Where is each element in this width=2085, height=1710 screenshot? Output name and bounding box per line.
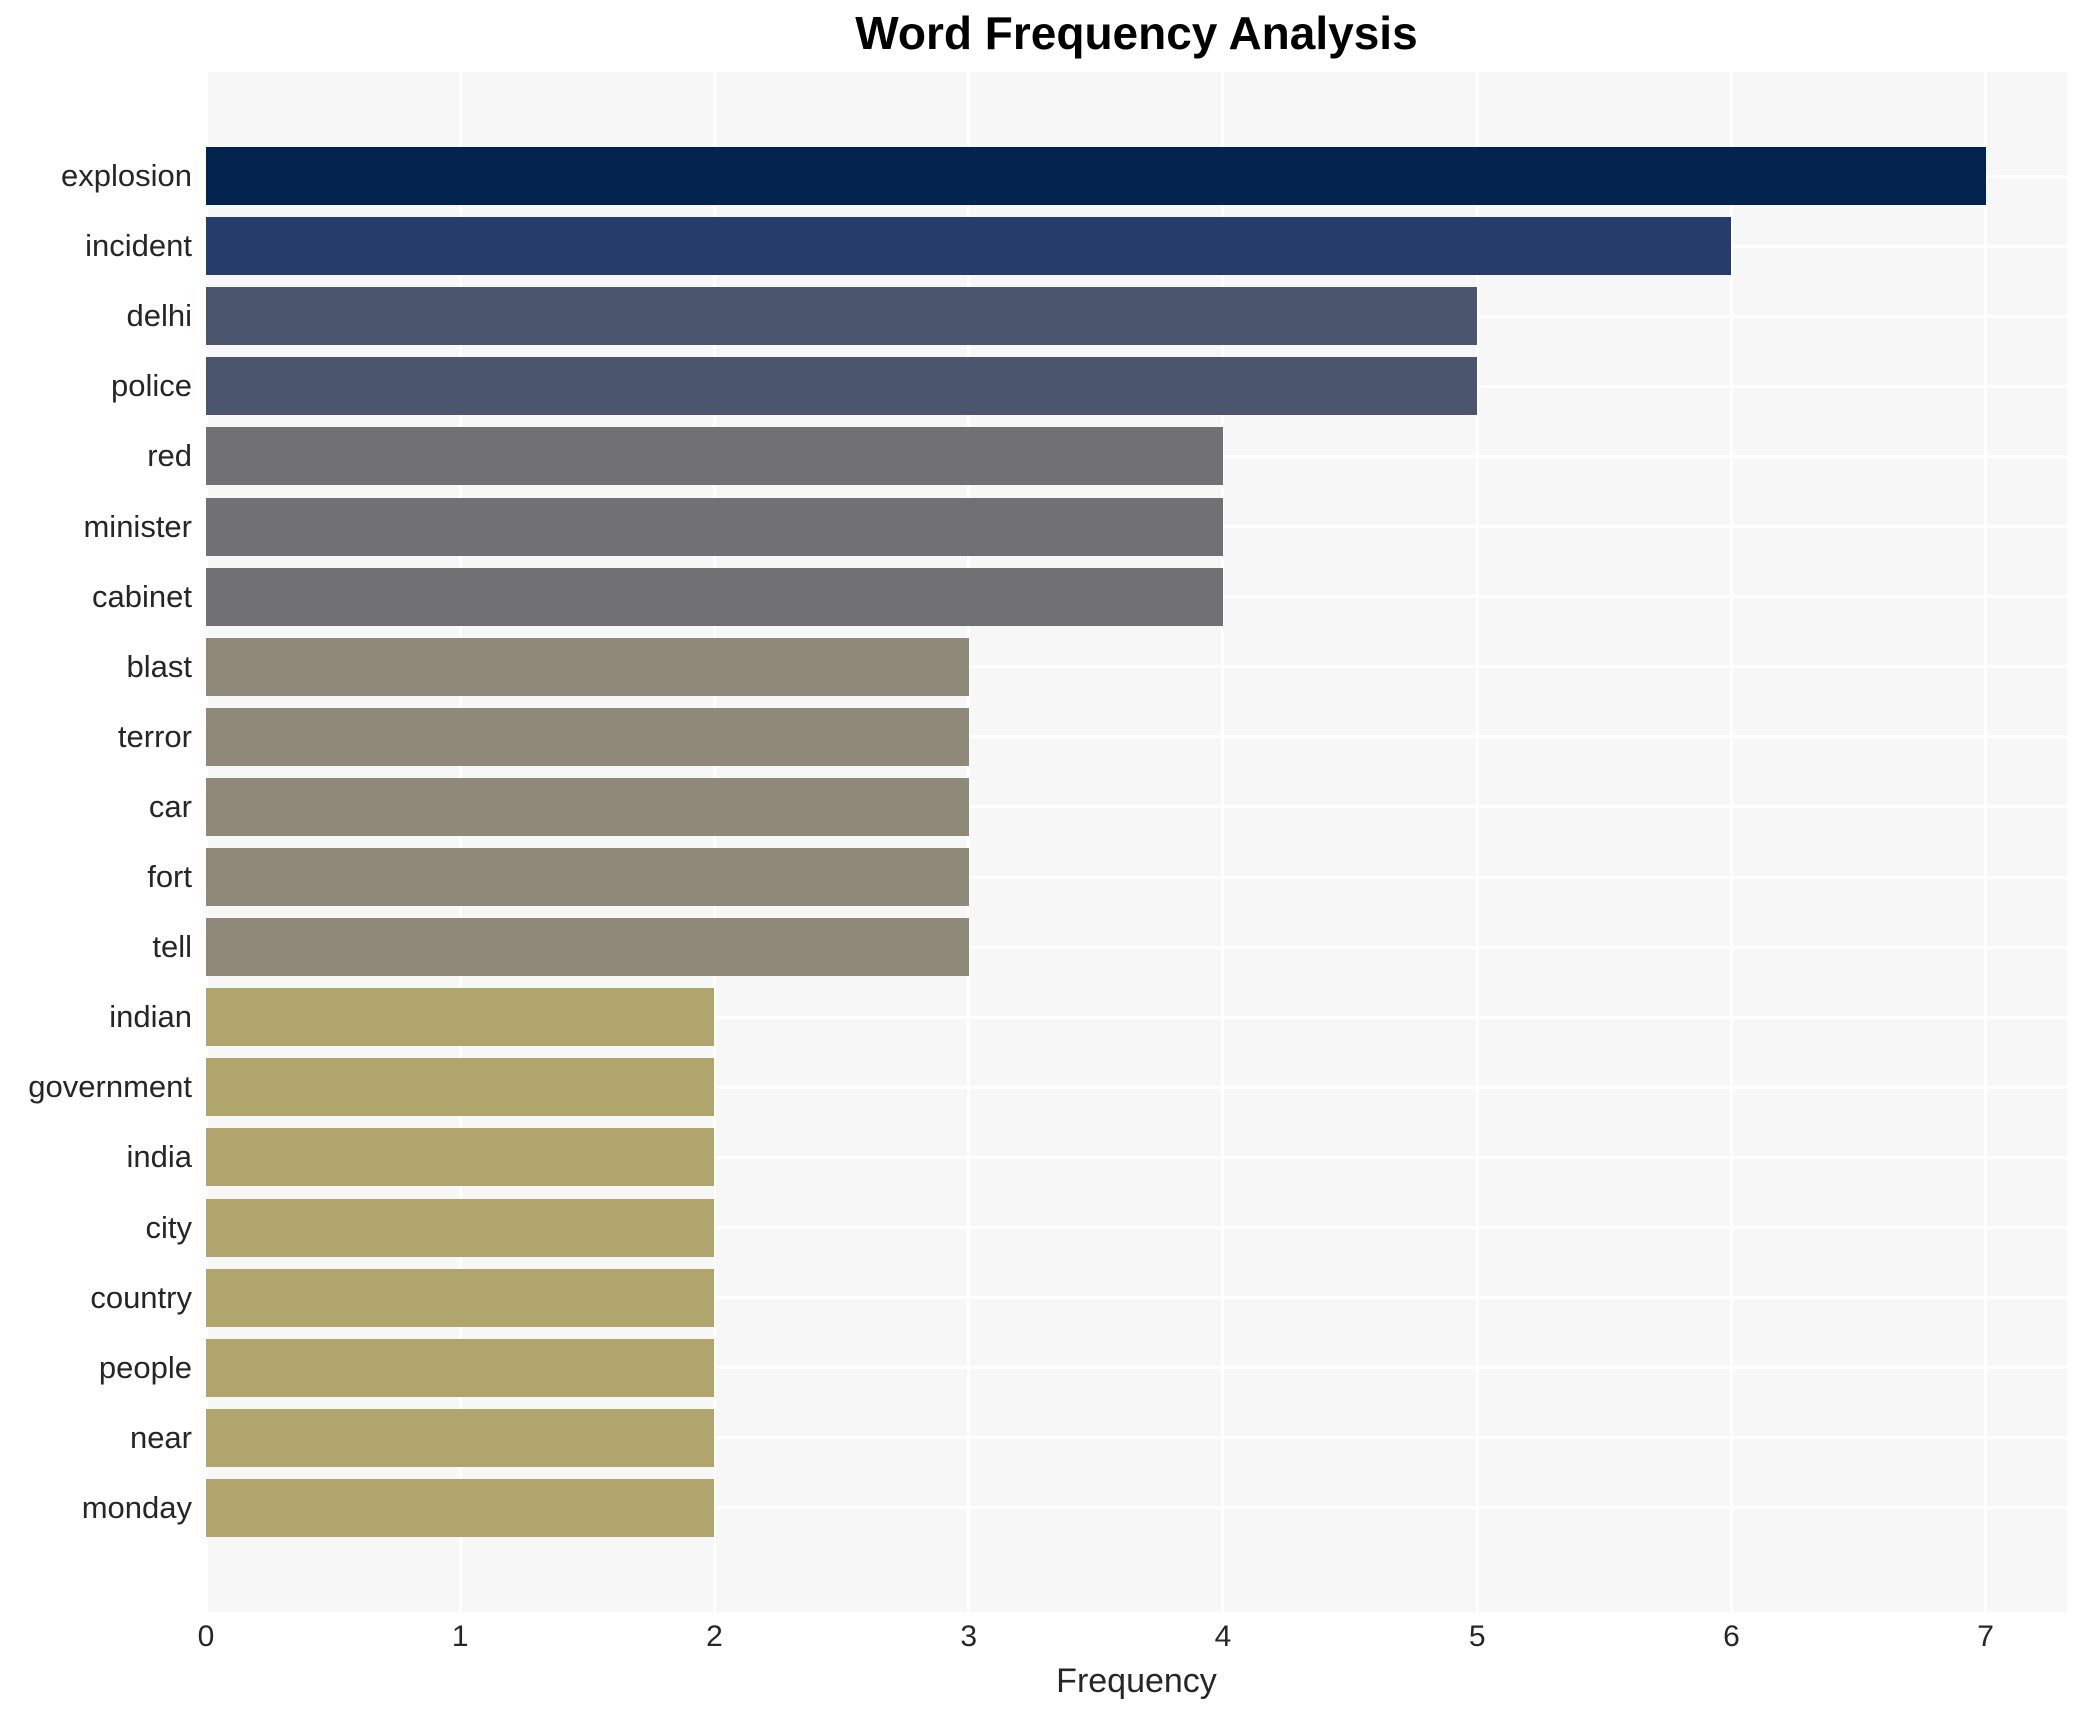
x-gridline <box>967 72 971 1612</box>
bar-near <box>206 1408 715 1467</box>
y-gridline <box>206 875 2067 879</box>
category-label-delhi: delhi <box>126 298 193 334</box>
bar-terror <box>206 707 969 766</box>
bar-minister <box>206 497 1223 556</box>
y-gridline <box>206 735 2067 739</box>
category-label-india: india <box>126 1139 193 1175</box>
category-label-cabinet: cabinet <box>92 578 192 614</box>
y-gridline <box>206 1296 2067 1300</box>
x-tick-label-5: 5 <box>1468 1620 1486 1653</box>
y-gridline <box>206 1015 2067 1019</box>
category-label-city: city <box>145 1209 193 1245</box>
bar-car <box>206 777 969 836</box>
category-label-monday: monday <box>81 1489 192 1525</box>
bar-red <box>206 427 1223 486</box>
y-gridline <box>206 1366 2067 1370</box>
x-tick-label-1: 1 <box>451 1620 469 1653</box>
x-tick-label-0: 0 <box>197 1620 215 1653</box>
bar-cabinet <box>206 567 1223 626</box>
x-axis-title: Frequency <box>1056 1662 1217 1700</box>
category-label-police: police <box>111 368 192 404</box>
bar-country <box>206 1268 715 1327</box>
bar-tell <box>206 918 969 977</box>
bar-fort <box>206 848 969 907</box>
chart-title: Word Frequency Analysis <box>855 7 1418 59</box>
bar-government <box>206 1058 715 1117</box>
category-label-blast: blast <box>126 648 192 684</box>
bar-indian <box>206 988 715 1047</box>
x-tick-label-3: 3 <box>960 1620 978 1653</box>
x-gridline <box>1221 72 1225 1612</box>
category-label-people: people <box>98 1349 192 1385</box>
y-gridline <box>206 1155 2067 1159</box>
x-gridline <box>458 72 462 1612</box>
category-label-tell: tell <box>152 929 192 965</box>
bar-people <box>206 1338 715 1397</box>
category-label-car: car <box>148 788 192 824</box>
x-gridline <box>712 72 716 1612</box>
category-label-red: red <box>147 438 192 474</box>
x-gridline <box>1729 72 1733 1612</box>
category-label-incident: incident <box>85 228 192 264</box>
bar-blast <box>206 637 969 696</box>
x-gridline <box>1475 72 1479 1612</box>
x-tick-label-4: 4 <box>1214 1620 1232 1653</box>
bar-explosion <box>206 147 1986 206</box>
x-gridline <box>204 72 208 1612</box>
x-tick-label-7: 7 <box>1977 1620 1994 1653</box>
bar-city <box>206 1198 715 1257</box>
category-label-minister: minister <box>83 508 192 544</box>
y-gridline <box>206 665 2067 669</box>
category-label-explosion: explosion <box>61 158 192 193</box>
y-gridline <box>206 1436 2067 1440</box>
bar-india <box>206 1128 715 1187</box>
category-label-indian: indian <box>109 999 192 1035</box>
y-gridline <box>206 805 2067 809</box>
y-gridline <box>206 1506 2067 1510</box>
category-label-fort: fort <box>147 859 192 894</box>
category-label-country: country <box>90 1279 192 1315</box>
plot-panel <box>204 72 2067 1612</box>
y-gridline <box>206 945 2067 949</box>
y-gridline <box>206 1226 2067 1230</box>
bar-monday <box>206 1478 715 1537</box>
category-label-near: near <box>129 1419 192 1455</box>
y-gridline <box>206 1085 2067 1089</box>
bar-police <box>206 357 1478 416</box>
x-gridline <box>1984 72 1988 1612</box>
x-tick-label-2: 2 <box>706 1620 723 1653</box>
x-tick-label-6: 6 <box>1723 1620 1740 1653</box>
category-label-terror: terror <box>117 718 192 754</box>
bar-delhi <box>206 287 1478 346</box>
bar-incident <box>206 217 1732 276</box>
category-label-government: government <box>28 1069 192 1105</box>
